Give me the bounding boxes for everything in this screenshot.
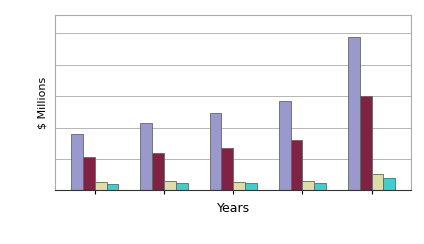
Bar xyxy=(221,148,233,190)
Bar xyxy=(360,96,371,190)
Bar xyxy=(152,153,164,190)
Bar xyxy=(95,182,106,190)
Bar xyxy=(164,181,176,190)
Bar xyxy=(371,174,383,190)
Y-axis label: $ Millions: $ Millions xyxy=(37,76,47,129)
Bar xyxy=(210,113,221,190)
Bar xyxy=(245,183,257,190)
Bar xyxy=(140,123,152,190)
Bar xyxy=(314,183,326,190)
Bar xyxy=(106,184,118,190)
Bar xyxy=(71,134,83,190)
Bar xyxy=(348,37,360,190)
Bar xyxy=(83,157,95,190)
Bar xyxy=(302,181,314,190)
Bar xyxy=(290,140,302,190)
Bar xyxy=(383,178,395,190)
X-axis label: Years: Years xyxy=(217,202,250,215)
Bar xyxy=(176,183,187,190)
Bar xyxy=(233,182,245,190)
Bar xyxy=(279,101,290,190)
